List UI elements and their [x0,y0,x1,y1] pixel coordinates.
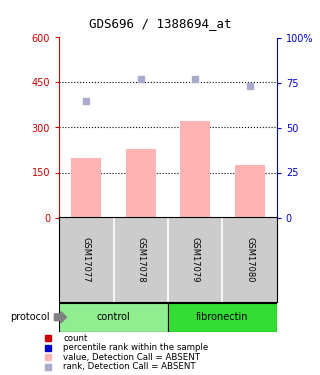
Text: GSM17079: GSM17079 [191,237,200,282]
Bar [168,303,277,332]
Text: percentile rank within the sample: percentile rank within the sample [63,344,208,352]
Text: GSM17080: GSM17080 [245,237,254,282]
Text: protocol: protocol [10,312,50,322]
Text: GDS696 / 1388694_at: GDS696 / 1388694_at [89,17,231,30]
Bar [126,148,156,217]
Bar [235,165,265,218]
Text: GSM17078: GSM17078 [136,237,145,282]
Text: control: control [97,312,131,322]
Text: value, Detection Call = ABSENT: value, Detection Call = ABSENT [63,352,200,362]
Text: fibronectin: fibronectin [196,312,249,322]
Bar [59,303,168,332]
Bar [180,122,210,218]
Text: count: count [63,334,88,343]
Text: GSM17077: GSM17077 [82,237,91,282]
Bar [71,158,101,218]
Text: rank, Detection Call = ABSENT: rank, Detection Call = ABSENT [63,362,196,371]
